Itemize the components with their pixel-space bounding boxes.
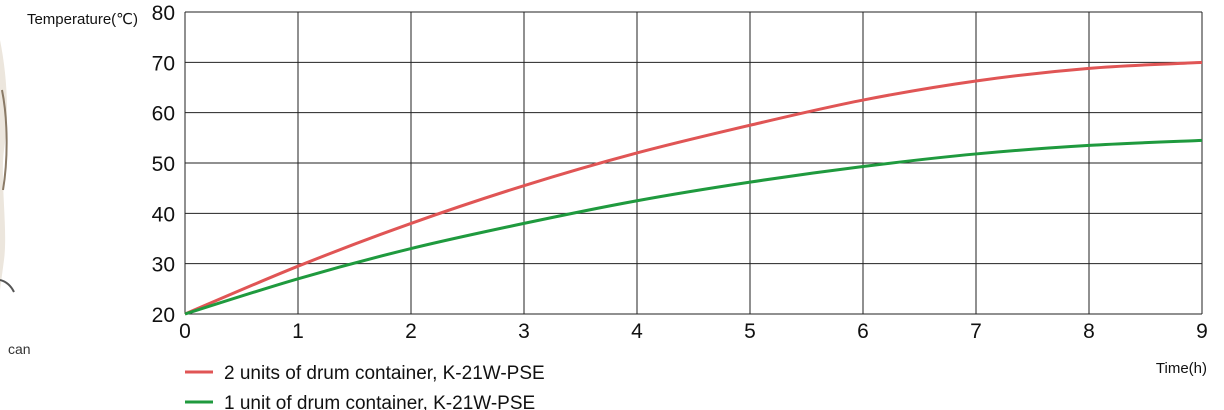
series-lines [184,60,1203,316]
y-tick-label: 20 [152,304,175,327]
y-axis-ticks: 20 30 40 50 60 70 80 [152,2,175,327]
y-tick-label: 50 [152,153,175,176]
legend-label: 1 unit of drum container, K-21W-PSE [224,393,535,410]
x-tick-label: 2 [405,320,417,343]
x-axis-title: Time(h) [1156,360,1207,377]
x-tick-label: 9 [1196,320,1208,343]
y-tick-label: 80 [152,2,175,25]
cropped-photo-fragment [0,40,15,293]
y-tick-label: 40 [152,203,175,226]
y-axis-title: Temperature(℃) [27,11,138,28]
x-tick-label: 3 [518,320,530,343]
side-caption: can [8,341,31,357]
x-tick-label: 1 [292,320,304,343]
x-tick-label: 7 [970,320,982,343]
y-tick-label: 60 [152,103,175,126]
y-tick-label: 30 [152,254,175,277]
series-line-2 [184,138,1203,316]
legend: 2 units of drum container, K-21W-PSE 1 un… [185,363,545,410]
y-tick-label: 70 [152,52,175,75]
series-line-1 [184,60,1203,316]
x-tick-label: 6 [857,320,869,343]
x-tick-label: 0 [179,320,191,343]
x-axis-ticks: 0 1 2 3 4 5 6 7 8 9 [179,320,1208,343]
legend-label: 2 units of drum container, K-21W-PSE [224,363,545,384]
x-tick-label: 8 [1083,320,1095,343]
x-tick-label: 4 [631,320,643,343]
x-tick-label: 5 [744,320,756,343]
